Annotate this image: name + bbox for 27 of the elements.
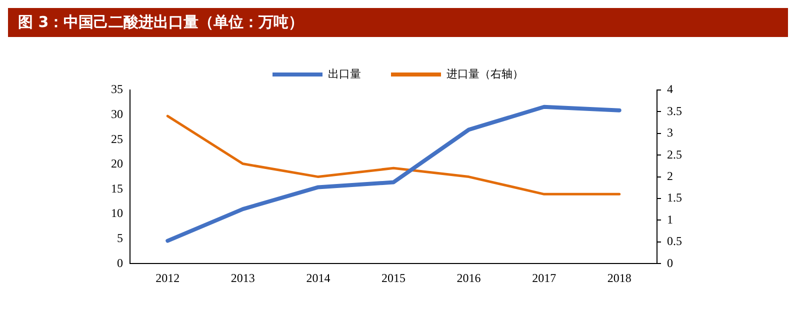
legend-label: 出口量 [328, 67, 361, 80]
y2-tick-label: 2 [667, 168, 673, 183]
y-tick-label: 20 [111, 156, 123, 171]
y2-tick-label: 2.5 [667, 147, 682, 162]
y2-tick-label: 1 [667, 212, 673, 226]
y-tick-label: 15 [111, 181, 123, 196]
y2-tick-label: 0 [667, 256, 673, 270]
y2-tick-label: 3 [667, 126, 673, 140]
y2-tick-label: 0.5 [667, 234, 682, 248]
x-tick-label: 2014 [306, 270, 330, 285]
x-tick-label: 2016 [456, 270, 481, 285]
x-tick-label: 2017 [532, 270, 556, 285]
legend-label: 进口量（右轴） [446, 67, 524, 80]
x-tick-label: 2018 [607, 270, 632, 285]
x-tick-label: 2013 [230, 270, 255, 285]
y-tick-label: 0 [117, 256, 123, 270]
x-tick-label: 2015 [382, 270, 406, 285]
y2-tick-label: 3.5 [667, 104, 682, 118]
chart-title: 图 3：中国己二酸进出口量（单位：万吨） [8, 8, 788, 37]
y-tick-label: 30 [111, 106, 123, 121]
y2-tick-label: 4 [667, 82, 673, 96]
y2-tick-label: 1.5 [667, 190, 682, 205]
y-tick-label: 10 [111, 206, 123, 220]
y-tick-label: 35 [111, 82, 123, 96]
y-tick-label: 5 [117, 230, 123, 245]
y-tick-label: 25 [111, 132, 123, 146]
x-tick-label: 2012 [156, 270, 180, 285]
